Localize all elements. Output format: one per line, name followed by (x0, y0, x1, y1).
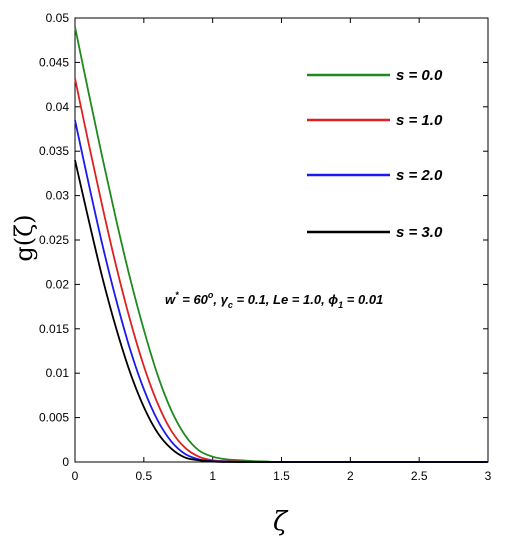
x-tick-group: 0 0.5 1 1.5 2 2.5 3 (72, 18, 492, 483)
series-line-3 (74, 159, 488, 463)
y-axis-label: g(ζ) (10, 214, 38, 261)
y-tick-label: 0.035 (39, 144, 69, 158)
y-tick-group: 0 0.005 0.01 0.015 0.02 0.025 0.03 0.035 0.04 0.0… (39, 11, 488, 469)
y-tick-label: 0 (62, 455, 69, 469)
x-tick-label: 2 (347, 469, 354, 483)
x-tick-label: 3 (485, 469, 492, 483)
x-tick-label: 0 (72, 469, 79, 483)
x-tick-label: 1.5 (273, 469, 290, 483)
legend-label-3: s = 3.0 (396, 224, 443, 241)
y-tick-label: 0.015 (39, 322, 69, 336)
y-tick-label: 0.02 (46, 277, 70, 291)
y-tick-label: 0.03 (46, 189, 70, 203)
series-lines (74, 26, 488, 463)
y-tick-label: 0.01 (46, 366, 70, 380)
x-tick-label: 2.5 (411, 469, 428, 483)
series-line-0 (74, 26, 488, 463)
x-axis-label: ζ (273, 507, 289, 537)
y-tick-label: 0.025 (39, 233, 69, 247)
parameter-annotation: w* = 60o, γc = 0.1, Le = 1.0, ϕ1 = 0.01 (165, 290, 383, 310)
x-tick-label: 1 (209, 469, 216, 483)
legend-label-0: s = 0.0 (396, 67, 443, 84)
y-tick-label: 0.045 (39, 55, 69, 69)
y-tick-label: 0.005 (39, 411, 69, 425)
x-tick-label: 0.5 (135, 469, 152, 483)
legend-label-1: s = 1.0 (396, 112, 443, 129)
y-tick-label: 0.04 (46, 100, 70, 114)
legend: s = 0.0 s = 1.0 s = 2.0 s = 3.0 (307, 67, 443, 241)
y-tick-label: 0.05 (46, 11, 70, 25)
legend-label-2: s = 2.0 (396, 167, 443, 184)
series-line-1 (74, 78, 488, 463)
